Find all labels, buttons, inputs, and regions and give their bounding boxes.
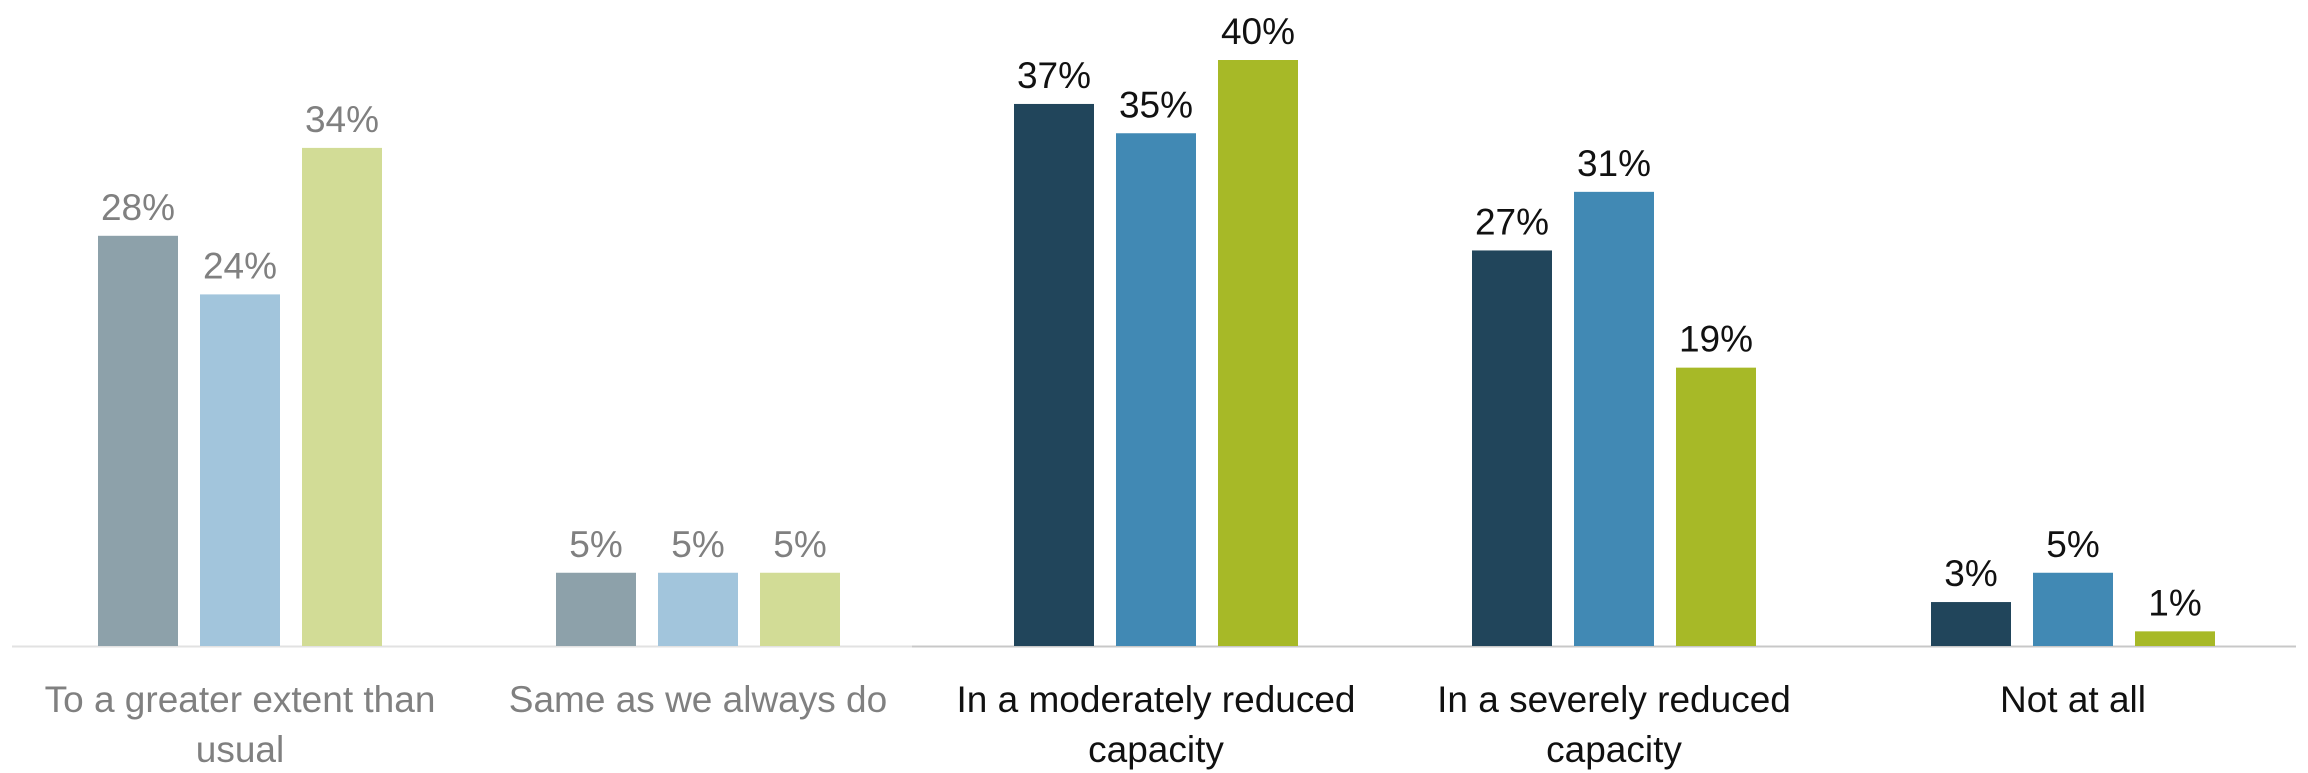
data-label: 40% [1221,11,1295,52]
data-label: 5% [2046,524,2099,565]
bar [1931,602,2011,646]
data-label: 28% [101,187,175,228]
bar [1014,103,1094,646]
bar [2135,631,2215,646]
bar [1472,250,1552,646]
category-label: Same as we always do [509,679,887,720]
data-label: 5% [569,524,622,565]
bar [302,147,382,646]
data-label: 5% [671,524,724,565]
data-label: 5% [773,524,826,565]
bar [760,572,840,646]
bar [1676,367,1756,646]
bar [98,235,178,647]
data-label: 34% [305,99,379,140]
bar [1218,60,1298,646]
category-label: Not at all [2000,679,2146,720]
data-label: 27% [1475,201,1549,242]
bar [556,572,636,646]
category-label: capacity [1088,729,1224,770]
category-label: capacity [1546,729,1682,770]
bar [200,294,280,646]
bar [1574,191,1654,646]
data-label: 31% [1577,143,1651,184]
data-label: 35% [1119,84,1193,125]
category-label: To a greater extent than [45,679,436,720]
bar [2033,572,2113,646]
data-label: 1% [2148,582,2201,623]
category-label: In a severely reduced [1437,679,1791,720]
data-label: 24% [203,245,277,286]
data-label: 19% [1679,319,1753,360]
category-label: usual [196,729,284,770]
bar [658,572,738,646]
data-label: 37% [1017,55,1091,96]
category-label: In a moderately reduced [956,679,1355,720]
data-label: 3% [1944,553,1997,594]
bar [1116,133,1196,646]
